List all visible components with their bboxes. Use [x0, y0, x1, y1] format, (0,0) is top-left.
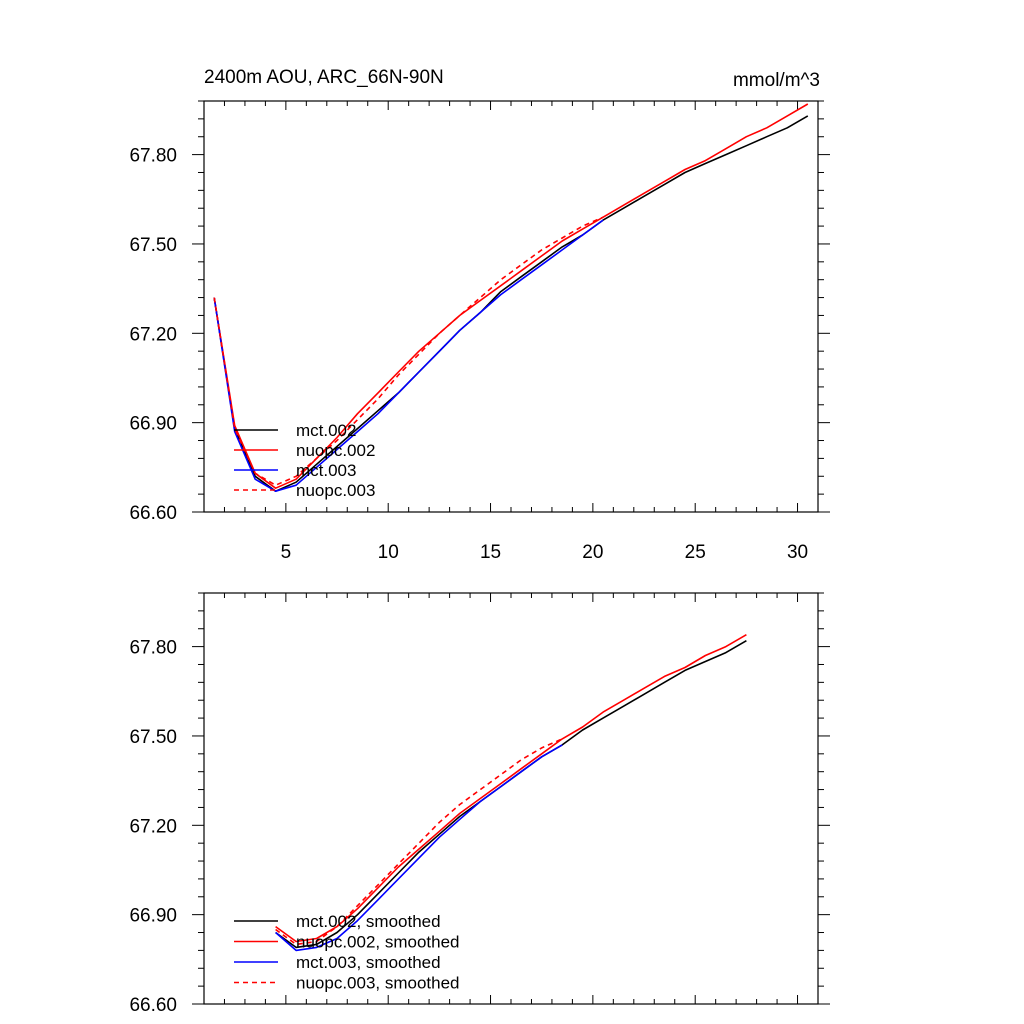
series-line: [213, 216, 604, 487]
x-tick-label: 30: [787, 542, 808, 563]
y-tick-label: 66.90: [129, 906, 177, 927]
y-tick-label: 66.60: [129, 503, 177, 524]
legend-label: nuopc.003, smoothed: [296, 974, 460, 993]
x-tick-label: 10: [378, 542, 399, 563]
legend-label: nuopc.003: [296, 481, 375, 500]
y-tick-labels: 66.60 66.90 67.20 67.50 67.80: [129, 638, 177, 1016]
series-line: [213, 115, 809, 493]
series-lines: [275, 634, 747, 952]
series-line: [275, 634, 747, 943]
y-tick-label: 67.20: [129, 324, 177, 345]
series-line: [213, 103, 809, 490]
y-tick-label: 67.80: [129, 146, 177, 167]
y-tick-label: 67.50: [129, 235, 177, 256]
legend-label: mct.002: [296, 421, 356, 440]
axis-ticks: [192, 100, 830, 513]
y-tick-labels: 66.60 66.90 67.20 67.50 67.80: [129, 146, 177, 524]
y-tick-label: 66.90: [129, 414, 177, 435]
y-tick-label: 67.20: [129, 816, 177, 837]
y-tick-label: 67.50: [129, 727, 177, 748]
y-tick-label: 66.60: [129, 995, 177, 1016]
series-line: [275, 738, 563, 946]
x-tick-label: 5: [281, 542, 292, 563]
legend: mct.002, smoothed nuopc.002, smoothedmct.…: [234, 912, 460, 993]
x-tick-label: 25: [685, 542, 706, 563]
legend-label: nuopc.002: [296, 441, 375, 460]
legend-label: mct.003: [296, 461, 356, 480]
y-tick-label: 67.80: [129, 638, 177, 659]
x-tick-labels: 5 10 15 20 25 30: [281, 542, 809, 563]
x-tick-label: 20: [582, 542, 603, 563]
x-tick-label: 15: [480, 542, 501, 563]
axis-ticks: [192, 592, 830, 1005]
chart-title: 2400m AOU, ARC_66N-90N: [204, 67, 444, 88]
legend-label: nuopc.002, smoothed: [296, 933, 460, 952]
top-plot-panel: 2400m AOU, ARC_66N-90N mmol/m^3 5 10 15 20 2…: [129, 67, 830, 563]
units-label: mmol/m^3: [733, 70, 820, 91]
series-lines: [213, 103, 809, 493]
series-line: [213, 219, 604, 493]
series-line: [275, 640, 747, 949]
legend-label: mct.002, smoothed: [296, 912, 441, 931]
legend-label: mct.003, smoothed: [296, 953, 441, 972]
series-line: [275, 744, 563, 952]
bottom-plot-panel: 66.60 66.90 67.20 67.50 67.80 mct.002, smoot…: [129, 592, 830, 1016]
